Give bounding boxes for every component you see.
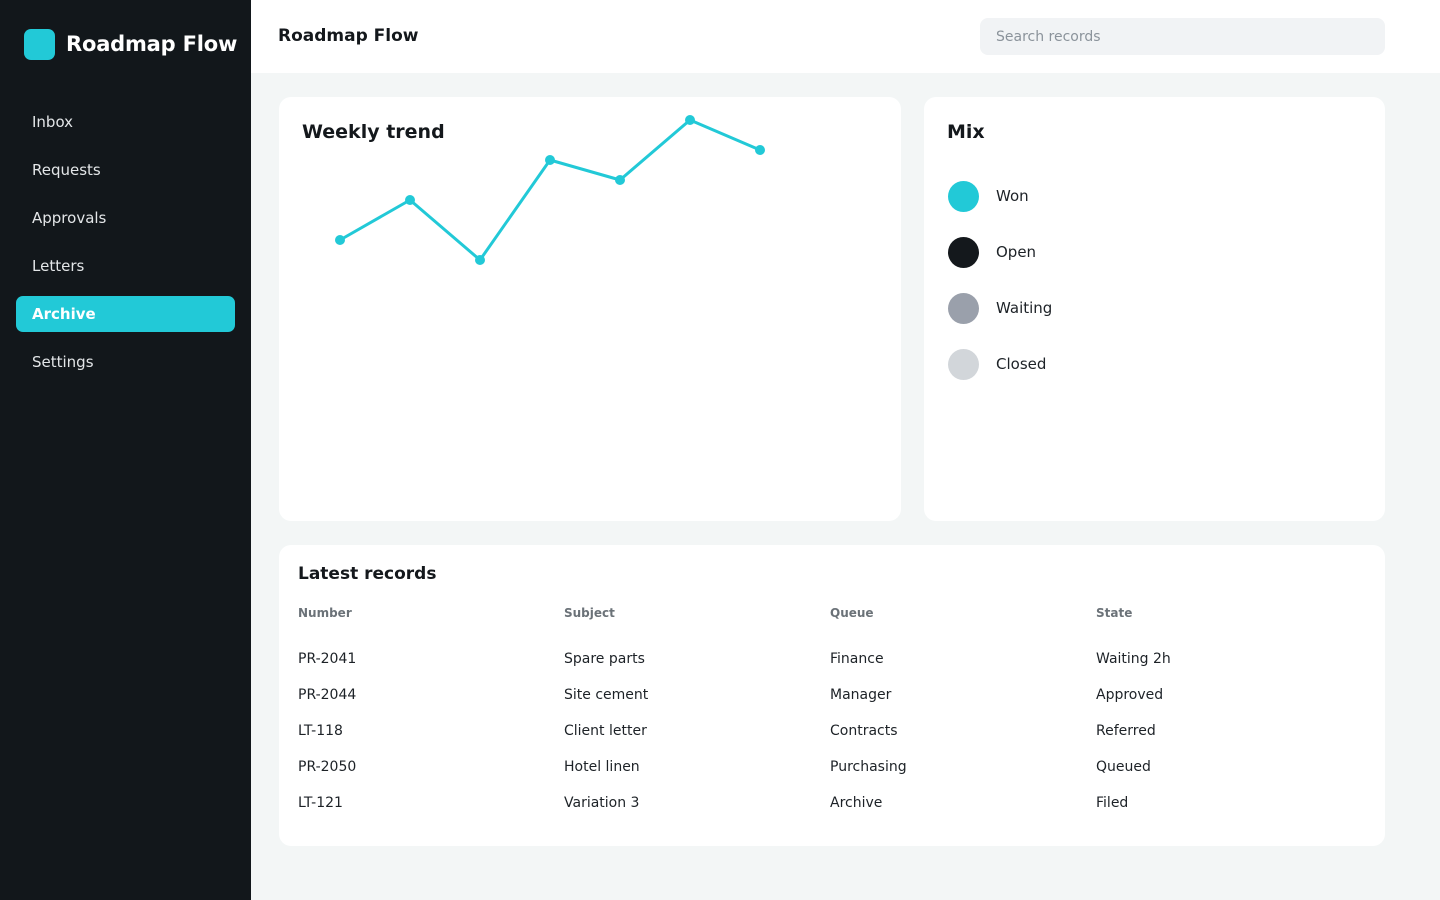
cell-subject: Client letter <box>564 723 647 739</box>
weekly-trend-title: Weekly trend <box>302 121 445 143</box>
cell-queue: Contracts <box>830 723 898 739</box>
cell-state: Queued <box>1096 759 1151 775</box>
sidebar-nav: Inbox Requests Approvals Letters Archive… <box>16 104 235 392</box>
cell-subject: Spare parts <box>564 651 645 667</box>
app-name: Roadmap Flow <box>66 32 238 56</box>
cell-state: Approved <box>1096 687 1164 703</box>
mix-legend: Won Open Waiting Closed <box>948 180 1052 404</box>
trend-point-2[interactable] <box>405 195 415 205</box>
cell-subject: Site cement <box>564 687 649 703</box>
legend-swatch <box>948 292 979 324</box>
latest-records-title: Latest records <box>298 564 437 584</box>
cell-number: PR-2044 <box>298 687 357 703</box>
sidebar: Roadmap Flow Inbox Requests Approvals Le… <box>0 0 251 900</box>
mix-item-closed: Closed <box>948 348 1052 380</box>
table-header: Number Subject Queue State <box>298 603 1362 623</box>
cell-queue: Finance <box>830 651 884 667</box>
mix-title: Mix <box>947 121 985 143</box>
legend-label: Open <box>996 243 1037 261</box>
cell-subject: Variation 3 <box>564 795 640 811</box>
cell-queue: Manager <box>830 687 892 703</box>
table-row[interactable]: PR-2041 Spare parts Finance Waiting 2h <box>298 641 1362 677</box>
cell-number: PR-2041 <box>298 651 357 667</box>
cell-queue: Purchasing <box>830 759 907 775</box>
cell-queue: Archive <box>830 795 883 811</box>
table-row[interactable]: PR-2050 Hotel linen Purchasing Queued <box>298 749 1362 785</box>
table-row[interactable]: LT-121 Variation 3 Archive Filed <box>298 785 1362 821</box>
sidebar-item-settings[interactable]: Settings <box>32 353 94 371</box>
trend-point-3[interactable] <box>475 255 485 265</box>
legend-label: Closed <box>996 355 1047 373</box>
legend-swatch <box>948 348 979 380</box>
legend-swatch <box>948 236 979 268</box>
top-header: Roadmap Flow <box>251 0 1440 73</box>
mix-item-won: Won <box>948 180 1052 212</box>
latest-records-card: Latest records Number Subject Queue Stat… <box>279 545 1385 846</box>
legend-swatch <box>948 180 979 212</box>
cell-number: PR-2050 <box>298 759 357 775</box>
sidebar-item-letters[interactable]: Letters <box>32 257 85 275</box>
brand[interactable]: Roadmap Flow <box>24 28 237 60</box>
page-title: Roadmap Flow <box>278 26 419 46</box>
cell-state: Waiting 2h <box>1096 651 1171 667</box>
table-row[interactable]: LT-118 Client letter Contracts Referred <box>298 713 1362 749</box>
trend-point-4[interactable] <box>545 155 555 165</box>
search-input[interactable] <box>980 18 1385 55</box>
sidebar-item-archive[interactable]: Archive <box>16 296 235 332</box>
mix-item-open: Open <box>948 236 1052 268</box>
cell-state: Filed <box>1096 795 1129 811</box>
mix-item-waiting: Waiting <box>948 292 1052 324</box>
cell-subject: Hotel linen <box>564 759 640 775</box>
cell-number: LT-118 <box>298 723 343 739</box>
cell-number: LT-121 <box>298 795 343 811</box>
trend-point-6[interactable] <box>685 115 695 125</box>
trend-point-7[interactable] <box>755 145 765 155</box>
trend-point-1[interactable] <box>335 235 345 245</box>
legend-label: Waiting <box>996 299 1053 317</box>
records-table: Number Subject Queue State PR-2041 Spare… <box>298 603 1362 821</box>
mix-card: Mix Won Open Waiting Closed <box>924 97 1385 521</box>
sidebar-item-requests[interactable]: Requests <box>32 161 101 179</box>
column-header-state[interactable]: State <box>1096 606 1133 620</box>
column-header-number[interactable]: Number <box>298 606 352 620</box>
legend-label: Won <box>996 187 1029 205</box>
trend-series-line <box>339 118 761 262</box>
sidebar-item-approvals[interactable]: Approvals <box>32 209 107 227</box>
column-header-subject[interactable]: Subject <box>564 606 615 620</box>
column-header-queue[interactable]: Queue <box>830 606 874 620</box>
cell-state: Referred <box>1096 723 1156 739</box>
trend-point-5[interactable] <box>615 175 625 185</box>
table-row[interactable]: PR-2044 Site cement Manager Approved <box>298 677 1362 713</box>
weekly-trend-card: Weekly trend <box>279 97 901 521</box>
logo-icon <box>24 28 55 60</box>
weekly-trend-chart <box>335 115 765 265</box>
sidebar-item-inbox[interactable]: Inbox <box>32 113 74 131</box>
